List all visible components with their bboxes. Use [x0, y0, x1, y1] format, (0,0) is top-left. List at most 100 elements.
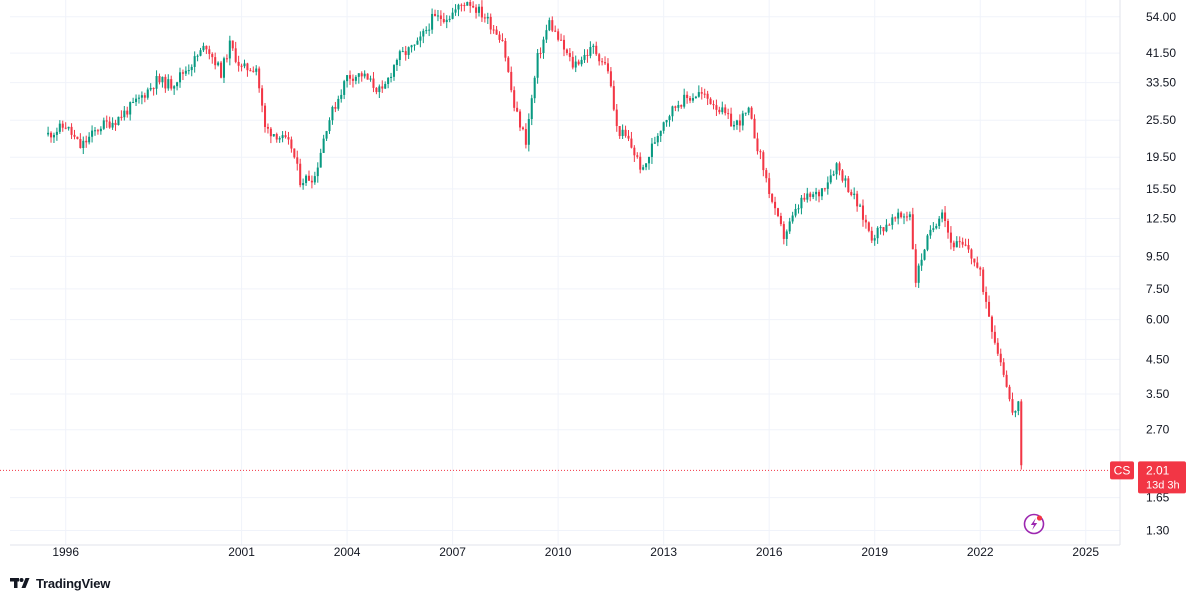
candle-body	[340, 94, 343, 99]
candle-body	[574, 61, 577, 68]
candle-body	[762, 152, 765, 171]
candle-body	[170, 79, 173, 89]
candle-body	[161, 76, 164, 83]
candle-body	[360, 73, 363, 77]
candle-body	[64, 127, 67, 129]
y-tick-label: 19.50	[1146, 150, 1176, 164]
candle-body	[310, 180, 313, 183]
candle-body	[222, 58, 226, 78]
candle-body	[1005, 374, 1008, 387]
candle-body	[120, 116, 123, 118]
candle-body	[475, 7, 478, 13]
candle-body	[220, 62, 223, 78]
ticker-badge-background	[1110, 461, 1134, 480]
candle-body	[741, 113, 744, 126]
candle-body	[50, 132, 53, 138]
y-tick-label: 12.50	[1146, 211, 1176, 225]
candle-body	[996, 342, 999, 354]
candle-body	[938, 218, 941, 227]
candle-body	[1014, 410, 1017, 413]
candle-body	[715, 105, 718, 110]
candle-body	[988, 301, 991, 317]
candle-body	[949, 232, 952, 243]
candle-body	[873, 238, 876, 241]
candle-body	[451, 12, 454, 19]
candle-body	[47, 132, 50, 135]
y-tick-label: 1.65	[1146, 491, 1170, 505]
candle-body	[346, 75, 349, 82]
candle-body	[615, 109, 618, 127]
ticker-badge[interactable]: CS	[1110, 461, 1134, 480]
candle-body	[850, 192, 853, 195]
candle-body	[955, 241, 958, 248]
candle-body	[384, 83, 387, 89]
candle-body	[823, 188, 826, 190]
candle-body	[442, 19, 445, 23]
candle-body	[859, 205, 862, 207]
candle-body	[302, 183, 305, 186]
x-tick-label: 2022	[967, 545, 994, 559]
candle-body	[560, 39, 563, 41]
candle-body	[372, 78, 375, 88]
lightning-icon[interactable]	[1023, 513, 1045, 535]
candle-body	[985, 291, 988, 302]
candle-body	[700, 92, 703, 94]
candle-body	[568, 53, 571, 57]
candle-body	[709, 98, 712, 105]
tradingview-branding[interactable]: TradingView	[10, 573, 110, 593]
candle-body	[190, 66, 193, 71]
candle-body	[88, 136, 91, 143]
candle-body	[967, 245, 970, 250]
candle-body	[689, 98, 692, 101]
candle-body	[510, 71, 513, 91]
candle-body	[530, 98, 533, 120]
candle-body	[779, 215, 782, 225]
candle-body	[853, 193, 856, 195]
candle-body	[395, 59, 398, 66]
candle-body	[516, 107, 519, 112]
candle-body	[908, 214, 911, 218]
last-price-badge-background	[1138, 461, 1186, 494]
candle-body	[624, 129, 627, 136]
candle-body	[513, 90, 516, 108]
candle-body	[61, 123, 64, 128]
candle-body	[299, 163, 302, 186]
candle-body	[920, 259, 923, 266]
candle-body	[114, 122, 117, 126]
candle-body	[181, 72, 184, 74]
candle-body	[952, 242, 955, 248]
candle-body	[835, 163, 838, 175]
candle-body	[747, 107, 750, 113]
candle-body	[800, 197, 803, 209]
x-tick-label: 2016	[756, 545, 783, 559]
candle-body	[929, 229, 932, 236]
candle-body	[293, 148, 296, 158]
candle-body	[272, 134, 275, 137]
candle-body	[1020, 401, 1023, 466]
candle-body	[486, 16, 489, 19]
candle-body	[677, 105, 680, 108]
candle-body	[756, 138, 759, 152]
candle-body	[319, 152, 322, 168]
candle-body	[99, 128, 102, 132]
candle-body	[926, 235, 929, 250]
candle-body	[466, 2, 469, 6]
candle-body	[287, 137, 290, 140]
candle-body	[334, 106, 337, 109]
candle-body	[225, 58, 228, 60]
candle-body	[366, 73, 369, 80]
candle-body	[331, 106, 334, 121]
candle-body	[284, 135, 287, 138]
y-tick-label: 7.50	[1146, 282, 1170, 296]
candle-body	[979, 267, 982, 270]
candle-body	[735, 120, 738, 125]
candle-body	[612, 86, 615, 110]
candle-body	[322, 138, 325, 153]
y-tick-label: 33.50	[1146, 76, 1176, 90]
candle-body	[266, 126, 269, 129]
candle-body	[791, 215, 794, 222]
candle-body	[759, 151, 762, 153]
candle-body	[595, 45, 598, 55]
candle-body	[897, 212, 900, 219]
